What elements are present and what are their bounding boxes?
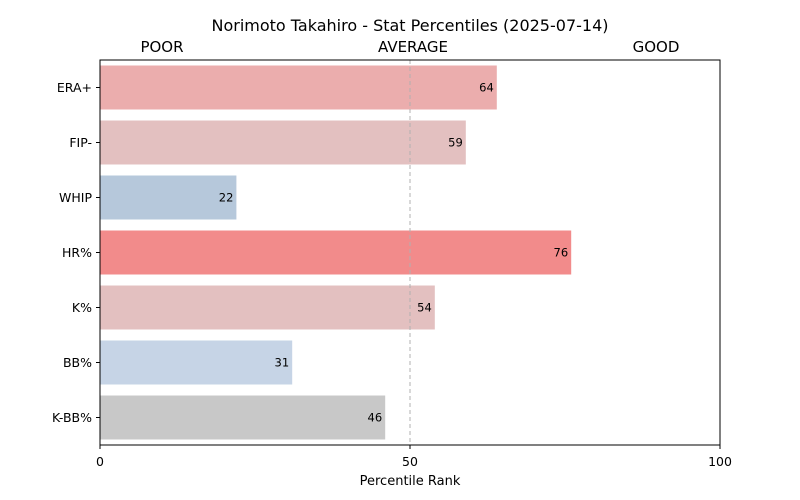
- value-label-k-bb: 46: [368, 411, 383, 425]
- value-label-whip: 22: [219, 191, 234, 205]
- chart-title: Norimoto Takahiro - Stat Percentiles (20…: [212, 16, 609, 35]
- bar-group: 64 ERA+ 59 FIP- 22 WHIP 76 HR% 54 K% 31 BB% 46 K-BB%: [52, 65, 572, 440]
- value-label-k: 54: [417, 301, 432, 315]
- y-tick-label-k: K%: [72, 300, 92, 315]
- header-label-poor: POOR: [140, 38, 183, 56]
- y-tick-label-bb: BB%: [63, 355, 92, 370]
- axis-ticks: 0 50 100: [96, 445, 732, 469]
- x-axis-label: Percentile Rank: [360, 474, 461, 489]
- bar-bb: [100, 340, 293, 385]
- bar-era: [100, 65, 497, 110]
- bar-whip: [100, 175, 237, 220]
- bar-k: [100, 285, 435, 330]
- value-label-bb: 31: [275, 356, 290, 370]
- header-label-good: GOOD: [633, 38, 680, 56]
- y-tick-label-whip: WHIP: [59, 190, 92, 205]
- bar-fip: [100, 120, 466, 165]
- value-label-era: 64: [479, 81, 494, 95]
- y-tick-label-k-bb: K-BB%: [52, 410, 92, 425]
- y-tick-label-hr: HR%: [62, 245, 92, 260]
- x-tick-label-0: 0: [96, 454, 104, 469]
- y-tick-label-fip: FIP-: [69, 135, 92, 150]
- value-label-hr: 76: [554, 246, 569, 260]
- bar-k-bb: [100, 395, 386, 440]
- x-tick-label-50: 50: [402, 454, 418, 469]
- y-tick-label-era: ERA+: [57, 80, 92, 95]
- bar-hr: [100, 230, 572, 275]
- header-label-average: AVERAGE: [378, 38, 448, 56]
- x-tick-label-100: 100: [708, 454, 732, 469]
- value-label-fip: 59: [448, 136, 463, 150]
